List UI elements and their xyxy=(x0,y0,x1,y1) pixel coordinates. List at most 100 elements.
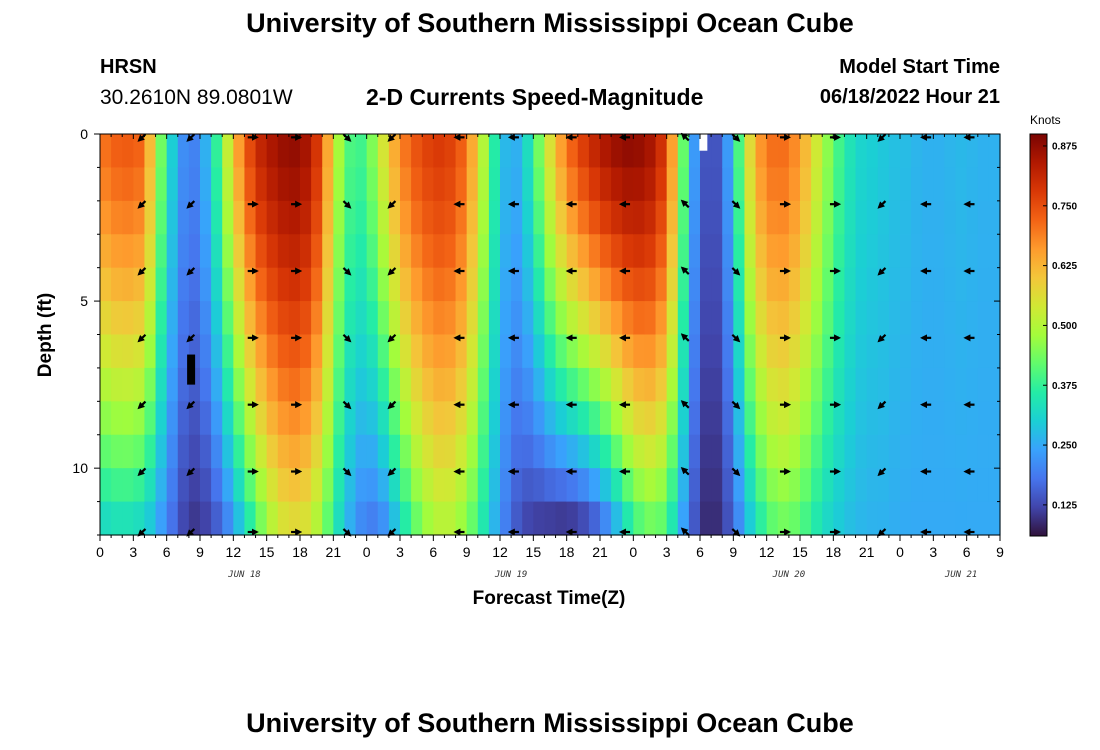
heatmap-cell xyxy=(200,134,212,169)
heatmap-cell xyxy=(622,267,634,302)
heatmap-cell xyxy=(555,401,568,436)
heatmap-cell xyxy=(766,468,779,503)
heatmap-cell xyxy=(744,434,757,469)
heatmap-cell xyxy=(944,134,957,169)
heatmap-cell xyxy=(266,501,279,536)
heatmap-cell xyxy=(111,167,123,202)
heatmap-cell xyxy=(944,468,957,503)
current-arrow xyxy=(342,200,352,209)
heatmap-cell xyxy=(211,134,223,169)
heatmap-cell xyxy=(355,134,368,169)
heatmap-cell xyxy=(722,200,734,235)
heatmap-cell xyxy=(344,501,357,536)
heatmap-cell xyxy=(522,301,534,336)
heatmap-cell xyxy=(833,501,846,536)
heatmap-cell xyxy=(588,501,601,536)
heatmap-cell xyxy=(477,401,490,436)
heatmap-cell xyxy=(911,434,923,469)
heatmap-cell xyxy=(677,234,690,269)
heatmap-cell xyxy=(488,200,501,235)
heatmap-cell xyxy=(322,234,334,269)
heatmap-cell xyxy=(788,401,801,436)
heatmap-cell xyxy=(977,134,990,169)
heatmap-cell xyxy=(722,334,734,369)
current-arrow xyxy=(877,267,887,276)
x-tick-label: 0 xyxy=(96,544,104,560)
heatmap-cell xyxy=(933,134,946,169)
heatmap-cell xyxy=(866,367,879,402)
heatmap-cell xyxy=(800,468,812,503)
heatmap-cell xyxy=(444,234,457,269)
heatmap-cell xyxy=(655,301,668,336)
heatmap-cell xyxy=(522,334,534,369)
heatmap-cell xyxy=(488,434,501,469)
heatmap-cell xyxy=(955,167,968,202)
heatmap-cell xyxy=(777,200,790,235)
heatmap-cell xyxy=(688,234,701,269)
current-arrow xyxy=(387,528,397,537)
heatmap-cell xyxy=(433,334,446,369)
heatmap-cell xyxy=(655,334,668,369)
heatmap-cell xyxy=(588,468,601,503)
heatmap-cell xyxy=(733,434,746,469)
heatmap-cell xyxy=(700,200,712,235)
heatmap-cell xyxy=(555,334,568,369)
heatmap-cell xyxy=(400,200,412,235)
heatmap-cell xyxy=(122,301,134,336)
heatmap-cell xyxy=(633,134,646,169)
heatmap-cell xyxy=(400,134,412,169)
heatmap-cell xyxy=(533,267,546,302)
heatmap-cell xyxy=(444,434,457,469)
heatmap-cell xyxy=(866,401,879,436)
heatmap-cell xyxy=(322,501,334,536)
heatmap-cell xyxy=(311,501,323,536)
heatmap-cell xyxy=(211,468,223,503)
heatmap-cell xyxy=(622,468,634,503)
heatmap-cell xyxy=(555,267,568,302)
heatmap-cell xyxy=(233,334,246,369)
heatmap-cell xyxy=(177,334,190,369)
heatmap-cell xyxy=(600,301,612,336)
heatmap-cell xyxy=(700,401,712,436)
heatmap-cell xyxy=(222,501,234,536)
heatmap-cell xyxy=(122,234,134,269)
heatmap-cell xyxy=(822,167,834,202)
heatmap-cell xyxy=(788,434,801,469)
heatmap-cell xyxy=(700,134,712,169)
x-tick-label: 3 xyxy=(929,544,937,560)
heatmap-cell xyxy=(533,367,546,402)
x-tick-label: 0 xyxy=(896,544,904,560)
current-arrow xyxy=(680,199,690,209)
heatmap-cell xyxy=(988,401,1001,436)
heatmap-cell xyxy=(622,501,634,536)
heatmap-cell xyxy=(688,434,701,469)
heatmap-cell xyxy=(244,401,257,436)
heatmap-cell xyxy=(522,468,534,503)
heatmap-cell xyxy=(688,200,701,235)
heatmap-cell xyxy=(611,401,623,436)
heatmap-cell xyxy=(722,367,734,402)
heatmap-cell xyxy=(911,401,923,436)
heatmap-cell xyxy=(888,367,901,402)
heatmap-cell xyxy=(611,134,623,169)
heatmap-cell xyxy=(100,200,112,235)
heatmap-cell xyxy=(177,301,190,336)
heatmap-cell xyxy=(644,200,657,235)
heatmap-cell xyxy=(766,334,779,369)
heatmap-cell xyxy=(666,134,679,169)
heatmap-cell xyxy=(377,134,390,169)
heatmap-cell xyxy=(222,401,234,436)
heatmap-cell xyxy=(433,401,446,436)
heatmap-cell xyxy=(855,234,868,269)
heatmap-cell xyxy=(866,301,879,336)
x-tick-label: 12 xyxy=(492,544,508,560)
heatmap-cell xyxy=(822,334,834,369)
heatmap-cell xyxy=(822,468,834,503)
heatmap-cell xyxy=(555,167,568,202)
heatmap-cell xyxy=(100,434,112,469)
x-tick-label: 9 xyxy=(196,544,204,560)
heatmap-cell xyxy=(877,401,890,436)
heatmap-cell xyxy=(577,434,590,469)
heatmap-cell xyxy=(455,200,468,235)
heatmap-cell xyxy=(855,167,868,202)
